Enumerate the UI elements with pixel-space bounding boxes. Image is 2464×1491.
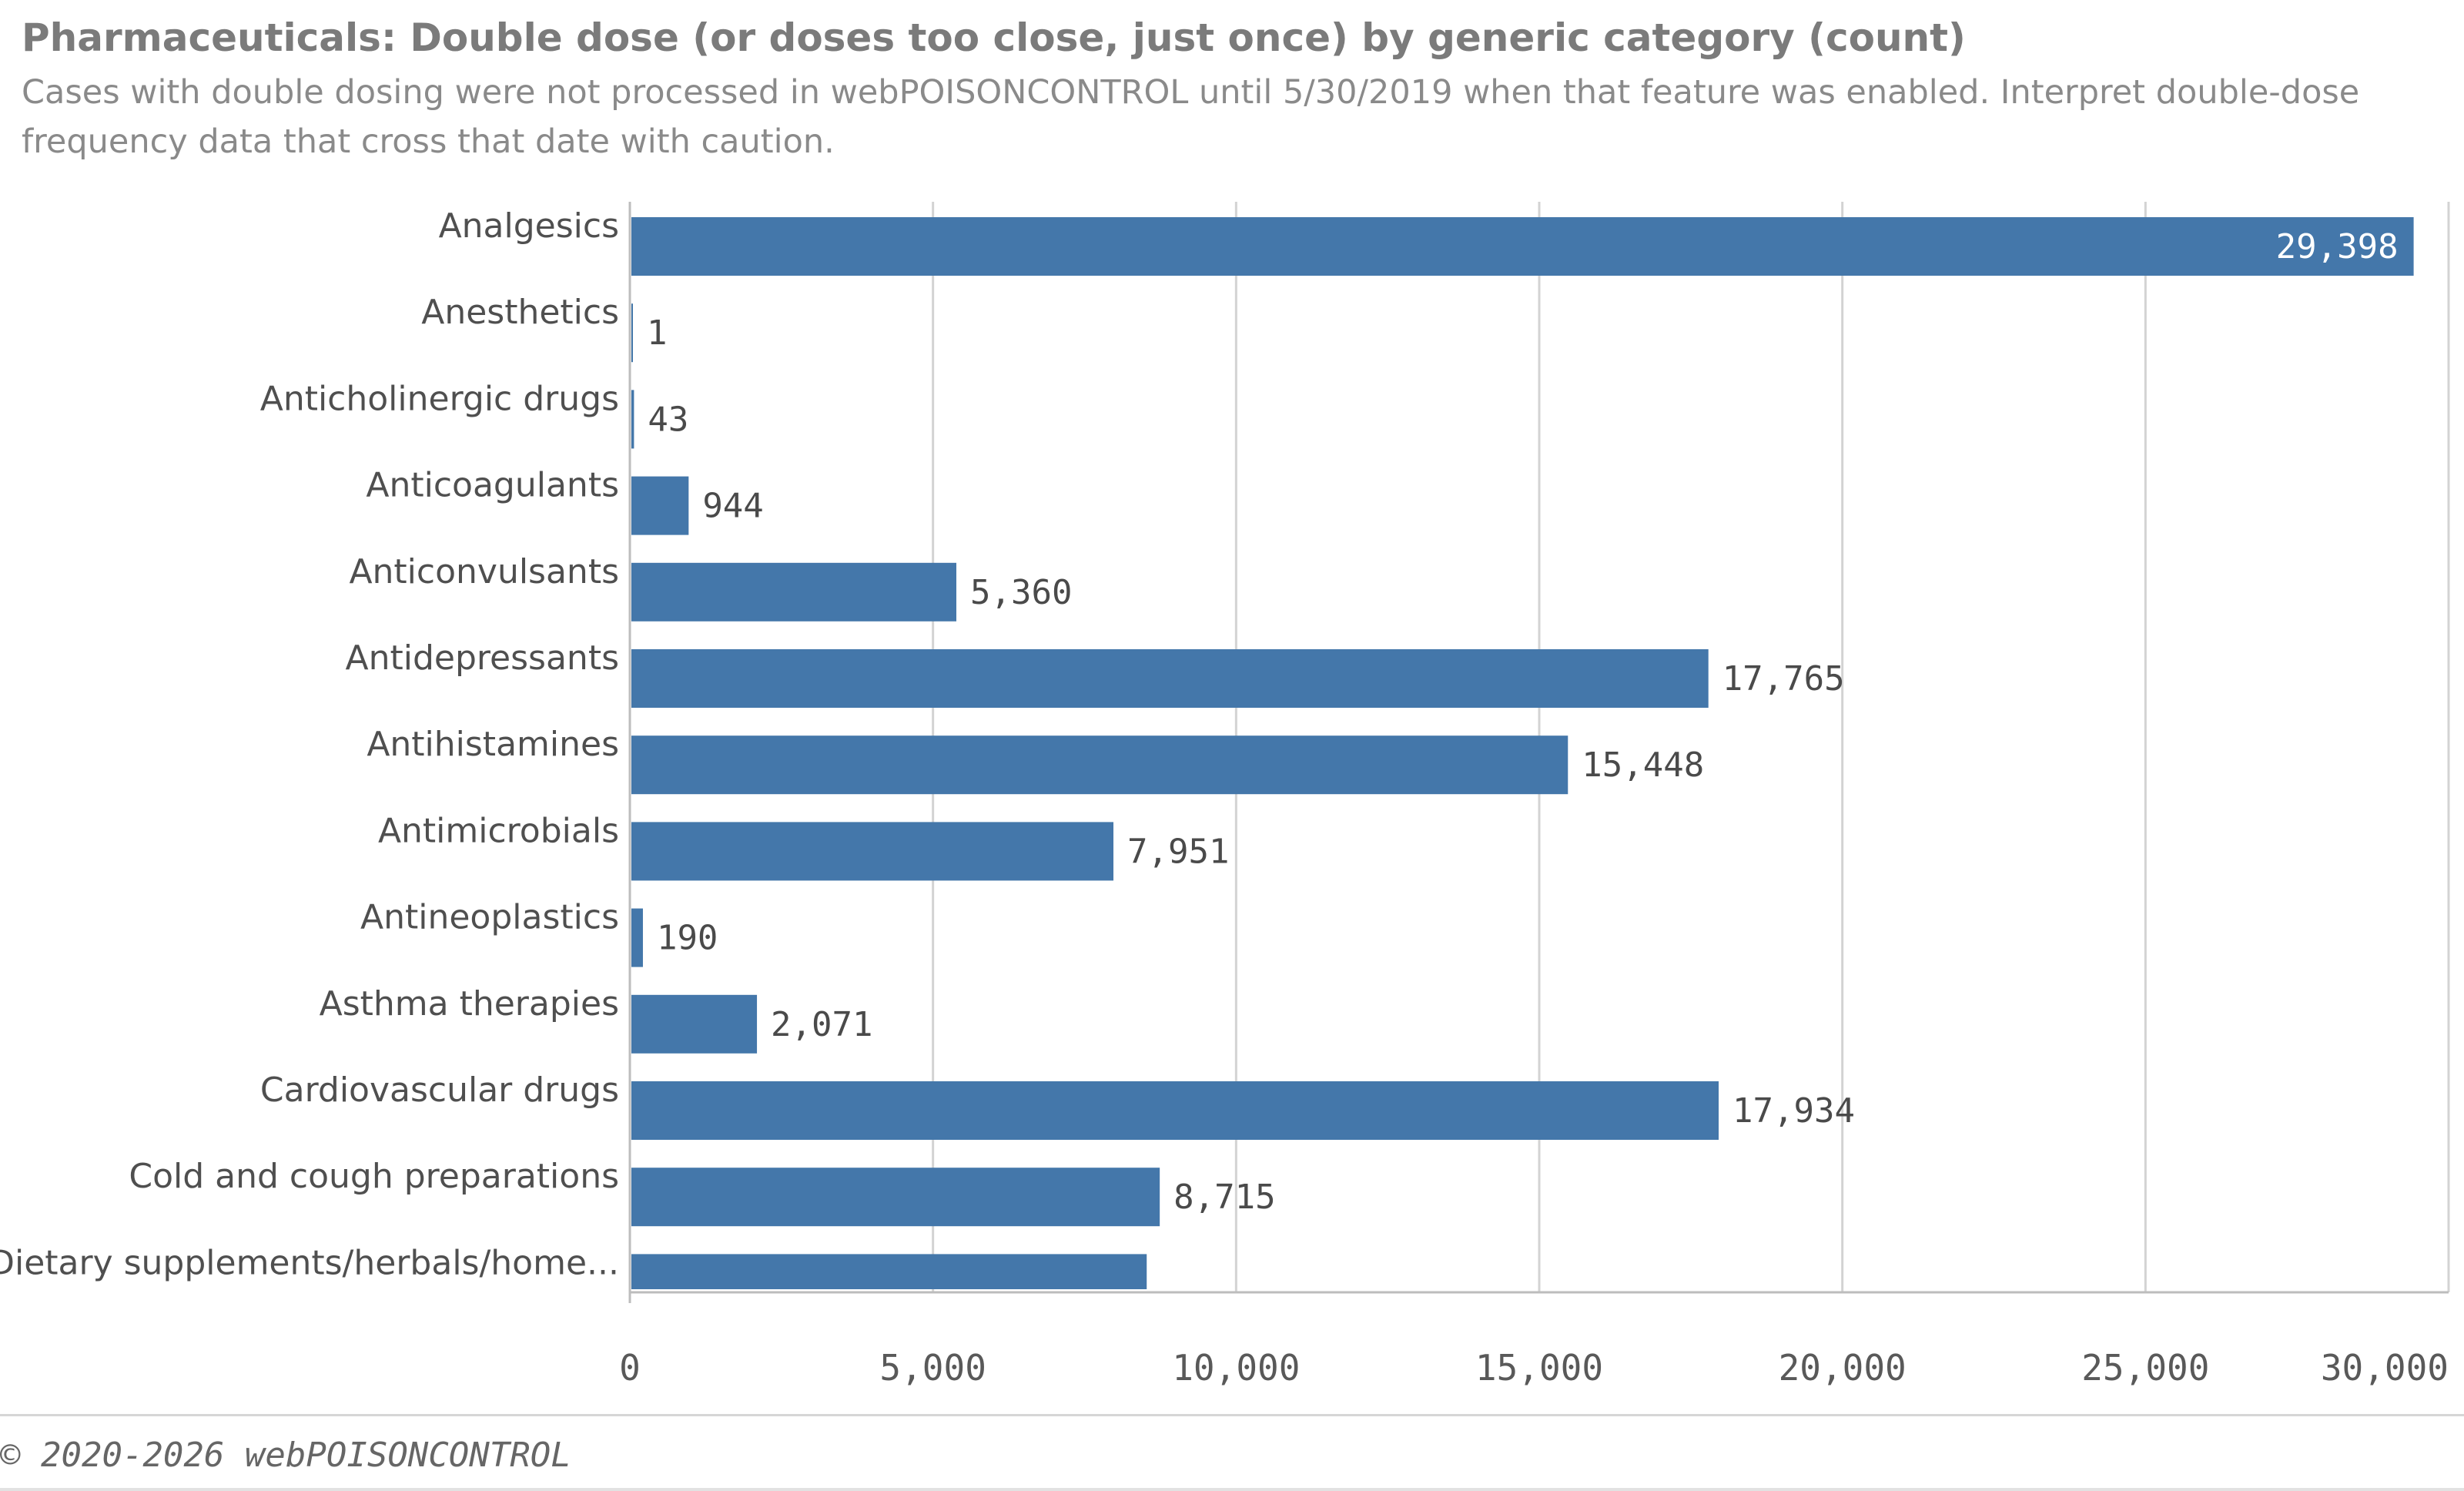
x-tick-label: 25,000 [2081,1347,2209,1389]
x-tick-label: 0 [619,1347,641,1389]
x-axis-ticks: 0 5,000 10,000 15,000 20,000 25,000 30,000 [619,1347,2449,1389]
x-tick-label: 20,000 [1779,1347,1907,1389]
value-label: 1 [647,313,668,353]
bar-2[interactable] [631,390,634,449]
value-label: 17,765 [1722,659,1845,699]
value-label: 7,951 [1127,832,1229,871]
chart-title: Pharmaceuticals: Double dose (or doses t… [22,15,1966,60]
x-tick-label: 15,000 [1475,1347,1603,1389]
value-label: 29,398 [2276,227,2399,266]
value-label: 190 [657,919,718,958]
category-label: Anticholinergic drugs [260,379,619,418]
bar-9[interactable] [631,994,758,1054]
category-label: Antihistamines [367,725,619,764]
bar-chart: Analgesics Anesthetics Anticholinergic dru… [0,202,2450,1389]
value-label: 944 [702,487,763,526]
value-label: 5,360 [970,573,1072,612]
category-labels: Analgesics Anesthetics Anticholinergic dru… [0,206,619,1282]
bar-10[interactable] [631,1081,1719,1140]
value-label: 17,934 [1732,1091,1855,1131]
category-label: Analgesics [439,206,619,246]
category-label: Antimicrobials [378,811,619,850]
bar-0[interactable] [631,217,2414,276]
bar-11[interactable] [631,1168,1160,1227]
bar-7[interactable] [631,822,1114,881]
value-label: 8,715 [1173,1178,1275,1217]
chart-subtitle: Cases with double dosing were not proces… [22,73,2360,161]
value-labels: 29,398 1 43 944 5,360 17,765 15,448 7,951 190 2,0… [647,227,2399,1217]
bars-group [631,217,2414,1289]
category-label: Asthma therapies [320,984,619,1024]
category-label: Anticoagulants [366,466,619,505]
bar-5[interactable] [631,649,1709,708]
category-label: Antineoplastics [360,898,619,937]
category-label: Antidepressants [346,638,619,678]
x-tick-label: 10,000 [1172,1347,1300,1389]
bar-6[interactable] [631,735,1568,795]
category-label: Cardiovascular drugs [260,1071,619,1110]
bar-3[interactable] [631,476,689,535]
value-label: 15,448 [1582,746,1704,785]
category-label: Dietary supplements/herbals/home... [0,1243,619,1282]
bar-8[interactable] [631,908,643,967]
value-label: 43 [648,400,688,439]
x-tick-label: 5,000 [879,1347,986,1389]
bar-4[interactable] [631,562,957,622]
value-label: 2,071 [771,1005,872,1044]
bar-1[interactable] [631,303,633,363]
x-tick-label: 30,000 [2321,1347,2449,1389]
footer-bottom-rule [0,1488,2464,1491]
category-label: Cold and cough preparations [129,1157,619,1196]
footer-divider [0,1414,2464,1416]
footer-copyright: © 2020-2026 webPOISONCONTROL [0,1436,571,1475]
category-label: Anticonvulsants [349,552,619,591]
category-label: Anesthetics [421,293,619,332]
bar-12[interactable] [631,1254,1147,1289]
